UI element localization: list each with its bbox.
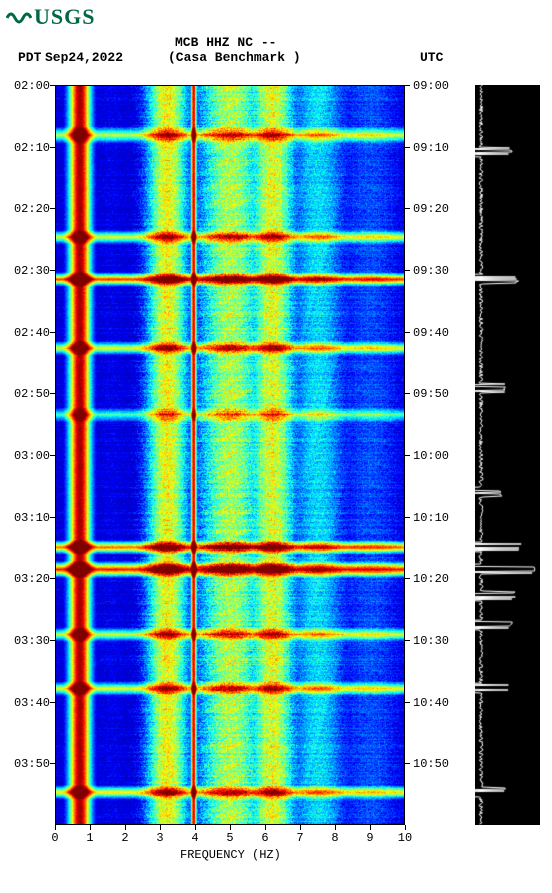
title-line-2: (Casa Benchmark ) xyxy=(168,50,301,65)
y-tick-right: 10:00 xyxy=(413,449,458,463)
tick-mark xyxy=(405,208,410,209)
usgs-logo: USGS xyxy=(6,4,95,32)
header-date: Sep24,2022 xyxy=(45,50,123,65)
y-tick-right: 09:40 xyxy=(413,326,458,340)
plot-border xyxy=(55,85,405,825)
timezone-right: UTC xyxy=(420,50,443,65)
y-tick-left: 02:30 xyxy=(5,264,50,278)
y-tick-left: 02:10 xyxy=(5,141,50,155)
x-tick: 10 xyxy=(395,831,415,845)
tick-mark xyxy=(405,702,410,703)
y-tick-left: 02:20 xyxy=(5,202,50,216)
x-tick: 1 xyxy=(80,831,100,845)
y-tick-left: 02:40 xyxy=(5,326,50,340)
tick-mark xyxy=(405,147,410,148)
tick-mark xyxy=(405,332,410,333)
usgs-wave-icon xyxy=(6,6,32,32)
y-tick-left: 02:50 xyxy=(5,387,50,401)
tick-mark xyxy=(195,825,196,830)
amplitude-strip xyxy=(475,85,540,825)
y-tick-right: 09:10 xyxy=(413,141,458,155)
tick-mark xyxy=(405,825,406,830)
tick-mark xyxy=(90,825,91,830)
x-tick: 6 xyxy=(255,831,275,845)
tick-mark xyxy=(160,825,161,830)
tick-mark xyxy=(265,825,266,830)
y-tick-right: 09:00 xyxy=(413,79,458,93)
y-tick-left: 03:20 xyxy=(5,572,50,586)
tick-mark xyxy=(300,825,301,830)
y-tick-right: 09:30 xyxy=(413,264,458,278)
amplitude-canvas xyxy=(475,85,540,825)
tick-mark xyxy=(125,825,126,830)
y-tick-left: 03:10 xyxy=(5,511,50,525)
x-tick: 0 xyxy=(45,831,65,845)
tick-mark xyxy=(405,578,410,579)
y-tick-left: 02:00 xyxy=(5,79,50,93)
y-tick-right: 10:30 xyxy=(413,634,458,648)
usgs-logo-text: USGS xyxy=(34,4,95,29)
tick-mark xyxy=(405,455,410,456)
y-tick-left: 03:40 xyxy=(5,696,50,710)
x-tick: 3 xyxy=(150,831,170,845)
tick-mark xyxy=(405,393,410,394)
tick-mark xyxy=(230,825,231,830)
tick-mark xyxy=(405,270,410,271)
title-line-1: MCB HHZ NC -- xyxy=(175,35,276,50)
y-tick-right: 09:20 xyxy=(413,202,458,216)
tick-mark xyxy=(405,85,410,86)
y-tick-right: 09:50 xyxy=(413,387,458,401)
x-tick: 4 xyxy=(185,831,205,845)
y-tick-left: 03:50 xyxy=(5,757,50,771)
y-tick-right: 10:40 xyxy=(413,696,458,710)
tick-mark xyxy=(405,517,410,518)
x-tick: 8 xyxy=(325,831,345,845)
y-tick-left: 03:30 xyxy=(5,634,50,648)
y-tick-left: 03:00 xyxy=(5,449,50,463)
timezone-left: PDT xyxy=(18,50,41,65)
tick-mark xyxy=(405,640,410,641)
tick-mark xyxy=(55,825,56,830)
y-tick-right: 10:20 xyxy=(413,572,458,586)
x-tick: 5 xyxy=(220,831,240,845)
x-axis-title: FREQUENCY (HZ) xyxy=(180,848,281,862)
x-tick: 2 xyxy=(115,831,135,845)
tick-mark xyxy=(405,763,410,764)
tick-mark xyxy=(370,825,371,830)
x-tick: 9 xyxy=(360,831,380,845)
y-tick-right: 10:50 xyxy=(413,757,458,771)
tick-mark xyxy=(335,825,336,830)
y-tick-right: 10:10 xyxy=(413,511,458,525)
x-tick: 7 xyxy=(290,831,310,845)
